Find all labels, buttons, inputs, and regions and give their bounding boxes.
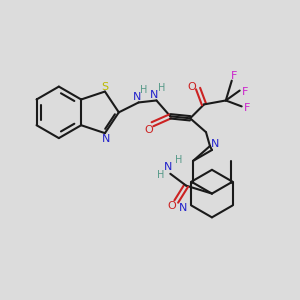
Text: H: H bbox=[140, 85, 147, 94]
Text: H: H bbox=[157, 170, 164, 180]
Text: N: N bbox=[164, 162, 172, 172]
Text: N: N bbox=[102, 134, 110, 144]
Text: O: O bbox=[188, 82, 197, 92]
Text: H: H bbox=[175, 155, 182, 165]
Text: N: N bbox=[150, 89, 159, 100]
Text: F: F bbox=[242, 86, 248, 97]
Text: N: N bbox=[211, 139, 219, 149]
Text: N: N bbox=[133, 92, 141, 101]
Text: N: N bbox=[179, 203, 188, 214]
Text: F: F bbox=[243, 103, 250, 113]
Text: O: O bbox=[167, 202, 176, 212]
Text: O: O bbox=[144, 125, 153, 135]
Text: S: S bbox=[101, 82, 109, 92]
Text: H: H bbox=[158, 82, 165, 93]
Text: F: F bbox=[230, 71, 237, 81]
